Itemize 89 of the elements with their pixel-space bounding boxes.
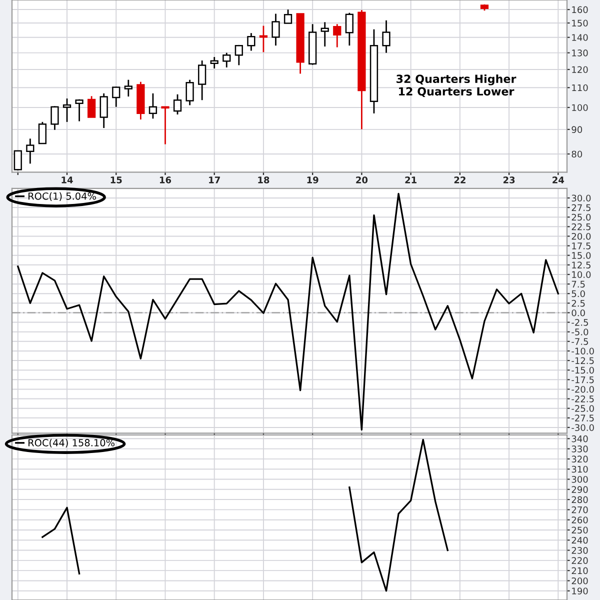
y-tick-label: 270 bbox=[572, 506, 588, 514]
x-tick-label: 24 bbox=[552, 176, 564, 184]
y-tick-label: 110 bbox=[572, 84, 588, 92]
candlestick bbox=[112, 86, 120, 108]
candlestick bbox=[148, 92, 158, 120]
y-tick-label: 130 bbox=[572, 50, 588, 56]
x-tick-label: 21 bbox=[405, 176, 416, 184]
y-tick-label: 150 bbox=[572, 20, 588, 27]
x-tick-label: 15 bbox=[110, 176, 122, 184]
candlestick bbox=[222, 52, 231, 68]
y-tick-label: 7.5 bbox=[572, 280, 585, 288]
y-tick-label: 230 bbox=[572, 547, 588, 554]
y-tick-label: 190 bbox=[572, 588, 588, 594]
candlestick bbox=[272, 13, 280, 46]
x-tick-label: 17 bbox=[209, 176, 220, 184]
candlestick bbox=[345, 12, 354, 46]
y-tick-label: 90 bbox=[572, 126, 582, 133]
y-tick-label: -27.5 bbox=[572, 414, 594, 422]
x-tick-label: 19 bbox=[307, 176, 318, 184]
candlestick bbox=[186, 79, 194, 106]
x-tick-label: 18 bbox=[258, 176, 270, 184]
y-tick-label: 2.5 bbox=[572, 300, 585, 307]
y-tick-label: 220 bbox=[572, 557, 588, 564]
legend-label: ROC(1) 5.04% bbox=[28, 192, 96, 201]
candlestick bbox=[100, 92, 108, 129]
y-tick-label: 17.5 bbox=[572, 242, 590, 250]
y-tick-label: 200 bbox=[572, 577, 588, 584]
y-tick-label: 240 bbox=[572, 536, 588, 544]
y-tick-label: 30.0 bbox=[572, 194, 591, 202]
y-tick-label: 290 bbox=[572, 486, 588, 493]
candlestick bbox=[247, 32, 256, 52]
x-tick-label: 23 bbox=[503, 176, 515, 184]
y-tick-label: -30.0 bbox=[572, 424, 594, 432]
y-tick-label: 330 bbox=[572, 446, 588, 452]
y-tick-label: 140 bbox=[572, 34, 588, 41]
y-tick-label: 27.5 bbox=[572, 204, 590, 212]
y-tick-label: 15.0 bbox=[572, 252, 591, 259]
y-tick-label: 280 bbox=[572, 496, 588, 504]
candlestick bbox=[62, 98, 72, 123]
y-tick-label: 300 bbox=[572, 476, 588, 483]
x-tick-label: 16 bbox=[160, 176, 172, 184]
y-tick-label: 100 bbox=[572, 104, 588, 112]
y-tick-label: 320 bbox=[572, 456, 588, 463]
candlestick bbox=[161, 106, 170, 145]
x-tick-label: 14 bbox=[62, 176, 73, 184]
y-tick-label: 80 bbox=[572, 150, 582, 158]
x-tick-label: 22 bbox=[454, 176, 466, 184]
candlestick bbox=[284, 8, 292, 24]
candlestick bbox=[75, 98, 84, 122]
y-tick-label: -12.5 bbox=[572, 357, 594, 364]
y-tick-label: 340 bbox=[572, 435, 588, 442]
x-tick-label: 20 bbox=[356, 176, 368, 184]
y-tick-label: -22.5 bbox=[572, 396, 594, 402]
candlestick bbox=[210, 56, 218, 70]
candlestick bbox=[333, 23, 342, 48]
candlestick bbox=[50, 106, 59, 131]
y-tick-label: 10.0 bbox=[572, 271, 591, 278]
y-tick-label: 210 bbox=[572, 567, 588, 574]
y-tick-label: -17.5 bbox=[572, 376, 594, 384]
y-tick-label: 310 bbox=[572, 466, 588, 473]
y-tick-label: 260 bbox=[572, 516, 588, 524]
y-tick-label: -7.5 bbox=[572, 338, 588, 345]
candlestick bbox=[198, 60, 206, 101]
y-tick-label: 250 bbox=[572, 526, 588, 534]
y-tick-label: -15.0 bbox=[572, 366, 594, 374]
y-tick-label: -20.0 bbox=[572, 386, 594, 393]
candlestick bbox=[38, 121, 47, 145]
y-tick-label: 0.0 bbox=[572, 309, 585, 316]
y-tick-label: 120 bbox=[572, 66, 588, 74]
annotation: 32 Quarters Higher 12 Quarters Lower bbox=[396, 74, 516, 98]
line-series bbox=[17, 192, 559, 431]
candlestick bbox=[173, 94, 182, 116]
legend-label: ROC(44) 158.10% bbox=[28, 438, 115, 448]
candlestick bbox=[320, 21, 329, 48]
y-tick-label: -2.5 bbox=[572, 319, 588, 326]
candlestick bbox=[26, 138, 34, 164]
candlestick bbox=[234, 44, 243, 66]
candlestick bbox=[88, 95, 96, 118]
y-tick-label: -25.0 bbox=[572, 405, 594, 412]
y-tick-label: 25.0 bbox=[572, 214, 591, 221]
y-tick-label: 20.0 bbox=[572, 232, 591, 240]
candlestick bbox=[124, 79, 132, 98]
candlestick bbox=[382, 20, 390, 54]
y-tick-label: -5.0 bbox=[572, 328, 588, 336]
y-tick-label: 160 bbox=[572, 6, 588, 14]
y-tick-label: -10.0 bbox=[572, 348, 594, 355]
y-tick-label: 22.5 bbox=[572, 223, 590, 230]
y-tick-label: 5.0 bbox=[572, 290, 585, 298]
y-tick-label: 12.5 bbox=[572, 262, 590, 268]
